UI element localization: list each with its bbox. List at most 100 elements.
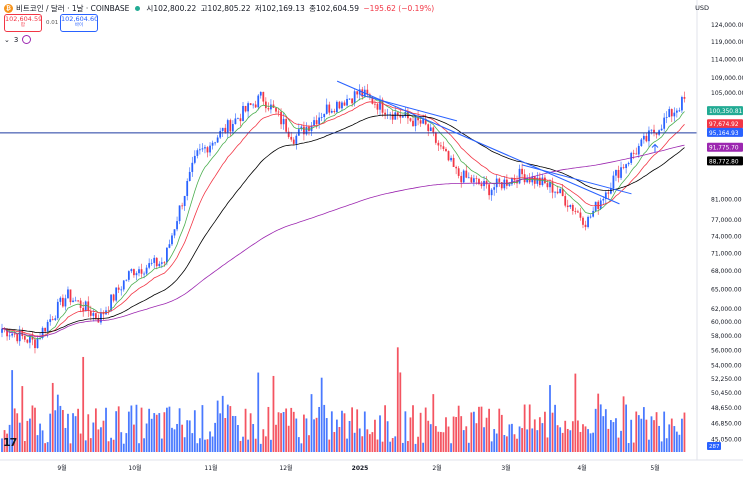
- candle-body: [559, 188, 562, 194]
- volume-bar: [3, 430, 6, 452]
- candle-body: [8, 335, 11, 337]
- volume-bar: [620, 430, 622, 452]
- volume-bar: [153, 413, 156, 452]
- volume-bar: [346, 438, 348, 452]
- candle-body: [125, 279, 128, 281]
- volume-bar: [6, 433, 8, 452]
- volume-bar: [584, 426, 587, 452]
- volume-bar: [216, 400, 219, 452]
- candle-body: [247, 103, 249, 112]
- spread-value: 0.01: [46, 20, 59, 26]
- volume-bar: [503, 434, 506, 452]
- volume-bar: [447, 426, 450, 452]
- candle-body: [440, 145, 442, 147]
- tradingview-logo: 17: [3, 436, 17, 449]
- candle-body: [219, 130, 222, 138]
- candle-body: [191, 162, 194, 172]
- candle-body: [214, 142, 216, 144]
- candle-body: [452, 157, 455, 167]
- candle-body: [148, 263, 151, 268]
- volume-bar: [538, 417, 541, 452]
- candle-body: [292, 139, 295, 144]
- change-value: −195.62 (−0.19%): [363, 4, 435, 13]
- volume-bar: [69, 443, 72, 452]
- candle-body: [82, 307, 85, 312]
- candle-body: [414, 115, 417, 127]
- candle-body: [404, 111, 407, 117]
- candle-body: [127, 271, 130, 280]
- price-label-box: [707, 156, 743, 166]
- volume-bar: [199, 438, 201, 452]
- volume-bar: [143, 438, 145, 452]
- volume-bar: [214, 422, 216, 452]
- candle-body: [59, 297, 62, 302]
- symbol-title[interactable]: 비트코인 / 달러 · 1날 · COINBASE: [16, 4, 130, 13]
- candle-body: [209, 145, 211, 153]
- volume-bar: [59, 405, 62, 452]
- moving-average-line: [2, 144, 685, 338]
- price-label-box: [707, 127, 743, 137]
- volume-bar: [566, 428, 569, 452]
- price-label-box: [707, 106, 743, 116]
- trendline-upper: [359, 94, 458, 122]
- volume-bar: [46, 442, 49, 452]
- volume-bar: [219, 413, 222, 452]
- volume-bar: [62, 410, 64, 452]
- candle-body: [201, 148, 204, 150]
- indicator-row: ⌄ 3: [4, 35, 32, 44]
- volume-bar: [546, 437, 549, 452]
- volume-bar: [300, 443, 303, 452]
- volume-bar: [155, 414, 158, 452]
- volume-bar: [325, 418, 328, 452]
- indicator-visibility-icon[interactable]: [22, 35, 32, 44]
- volume-bar: [125, 433, 128, 452]
- candle-body: [178, 205, 181, 222]
- volume-bars: [1, 347, 686, 452]
- volume-bar: [569, 430, 572, 452]
- volume-bar: [478, 406, 480, 452]
- candle-body: [54, 318, 57, 321]
- collapse-chevron-icon[interactable]: ⌄: [4, 35, 10, 44]
- volume-bar: [437, 431, 440, 452]
- candle-body: [193, 155, 196, 163]
- volume-bar: [277, 412, 280, 452]
- candle-body: [401, 116, 404, 118]
- volume-bar: [196, 443, 199, 452]
- candle-body: [239, 118, 242, 122]
- volume-label-box: [707, 442, 721, 450]
- volume-bar: [607, 428, 610, 452]
- volume-bar: [267, 406, 270, 452]
- volume-bar: [29, 418, 31, 452]
- candle-body: [226, 120, 229, 133]
- x-tick-label: 4월: [577, 464, 586, 472]
- candle-body: [384, 112, 386, 115]
- volume-bar: [513, 434, 516, 452]
- candle-body: [442, 146, 445, 149]
- volume-bar: [645, 419, 648, 452]
- volume-bar: [467, 442, 470, 452]
- volume-bar: [249, 413, 252, 452]
- candle-body: [490, 189, 493, 196]
- volume-bar: [434, 426, 437, 452]
- bitcoin-icon: ₿: [4, 4, 13, 13]
- candle-body: [645, 135, 648, 142]
- sell-button[interactable]: 102,604.59 팝: [4, 14, 42, 32]
- candle-body: [422, 118, 425, 124]
- moving-average-line: [2, 101, 685, 337]
- currency-label[interactable]: USD: [695, 4, 709, 12]
- candle-body: [592, 210, 595, 217]
- volume-bar: [330, 411, 333, 452]
- candle-body: [72, 300, 74, 303]
- volume-bar: [668, 424, 671, 452]
- volume-bar: [376, 439, 379, 452]
- candle-body: [632, 152, 635, 154]
- volume-bar: [475, 423, 478, 452]
- buy-button[interactable]: 102,604.60 바이: [60, 14, 98, 32]
- volume-bar: [244, 408, 247, 452]
- candle-body: [188, 171, 191, 181]
- candle-body: [1, 328, 3, 333]
- volume-bar: [627, 443, 630, 452]
- candle-body: [640, 139, 643, 146]
- volume-bar: [635, 411, 638, 452]
